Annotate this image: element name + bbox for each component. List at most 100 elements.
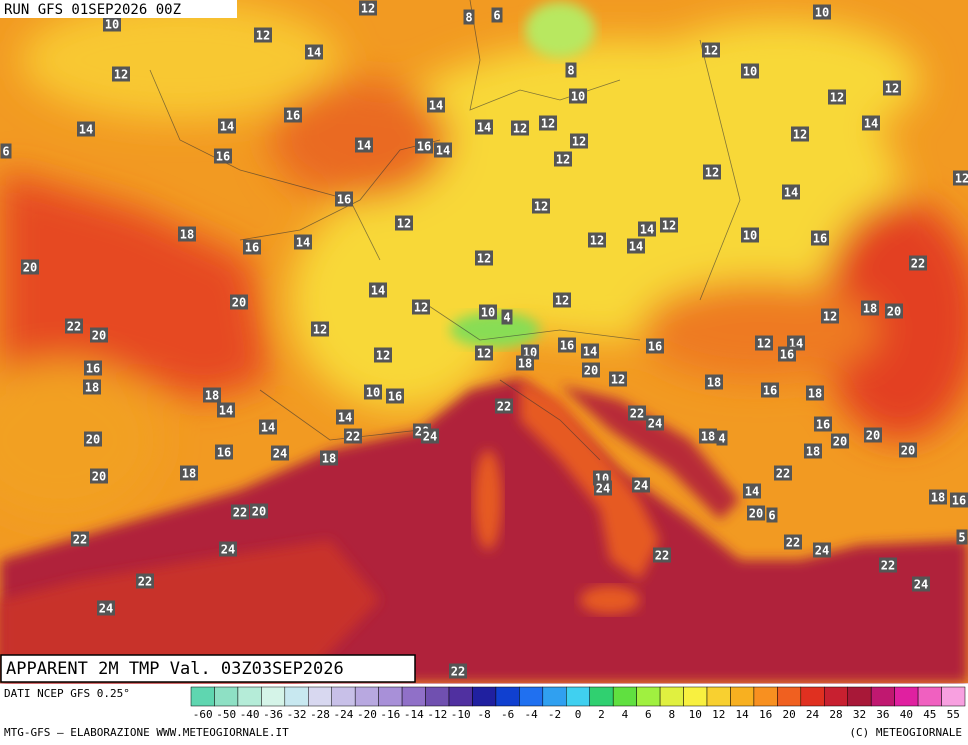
temperature-label: 22 [776,467,790,481]
label-box [594,480,612,496]
temperature-label: 24 [221,543,235,557]
label-box [632,477,650,493]
temperature-label: 18 [518,357,532,371]
temperature-label: 12 [534,200,548,214]
colorbar-label: 6 [645,708,652,721]
colorbar-swatch [589,686,614,707]
label-box [230,294,248,310]
colorbar-label: 24 [806,708,820,721]
colorbar-label: 36 [876,708,889,721]
label-box [814,416,832,432]
temperature-label: 18 [180,228,194,242]
temperature-label: 12 [313,323,327,337]
colorbar-swatch [331,686,356,707]
source-label: DATI NCEP GFS 0.25° [4,687,130,700]
colorbar-swatch [683,686,708,707]
label-box [929,489,947,505]
temperature-label: 22 [451,665,465,679]
label-box [434,142,452,158]
label-box [0,143,12,159]
label-box [570,133,588,149]
label-box [369,282,387,298]
label-box [463,9,475,25]
colorbar-label: -24 [334,708,354,721]
colorbar-swatch [636,686,661,707]
colorbar-label: 16 [759,708,772,721]
temperature-label: 20 [252,505,266,519]
temperature-label: 10 [571,90,585,104]
temperature-label: 14 [371,284,385,298]
colorbar-swatch [448,686,473,707]
colorbar-label: -8 [478,708,491,721]
temperature-label: 12 [361,2,375,16]
temperature-label: 14 [261,421,275,435]
temperature-label: 16 [648,340,662,354]
temperature-label: 12 [704,44,718,58]
label-box [71,531,89,547]
temperature-label: 14 [79,123,93,137]
temperature-label: 22 [138,575,152,589]
temperature-label: 18 [707,376,721,390]
label-box [705,374,723,390]
temperature-label: 16 [86,362,100,376]
label-box [254,27,272,43]
label-box [791,126,809,142]
colorbar-label: -14 [404,708,424,721]
temperature-label: 12 [757,337,771,351]
temperature-label: 22 [73,533,87,547]
temperature-label: 22 [881,559,895,573]
label-box [699,428,717,444]
label-box [956,529,968,545]
colorbar-swatch [730,686,755,707]
label-box [421,428,439,444]
temperature-label: 16 [816,418,830,432]
temperature-label: 22 [346,430,360,444]
temperature-label: 20 [92,470,106,484]
colorbar-label: -36 [263,708,283,721]
label-box [813,4,831,20]
temperature-label: 14 [357,139,371,153]
temperature-label: 12 [793,128,807,142]
label-box [554,151,572,167]
label-box [741,227,759,243]
temperature-label: 16 [216,150,230,164]
label-box [305,44,323,60]
label-box [271,445,289,461]
colorbar-swatch [659,686,684,707]
colorbar-swatch [542,686,567,707]
label-box [784,534,802,550]
label-box [243,239,261,255]
colorbar-swatch [214,686,239,707]
label-box [65,318,83,334]
temperature-label: 18 [182,467,196,481]
temperature-label: 12 [114,68,128,82]
temperature-label: 12 [955,172,968,186]
label-box [218,118,236,134]
temperature-label: 18 [205,389,219,403]
label-box [806,385,824,401]
temperature-label: 12 [376,349,390,363]
label-box [90,468,108,484]
colorbar-swatch [284,686,309,707]
label-box [355,137,373,153]
temperature-label: 6 [493,9,500,23]
label-box [475,345,493,361]
colorbar-label: -6 [501,708,514,721]
label-box [311,321,329,337]
temperature-label: 18 [85,381,99,395]
temperature-label: 24 [273,447,287,461]
label-box [259,419,277,435]
colorbar-swatch [519,686,544,707]
label-box [864,427,882,443]
temperature-label: 12 [823,310,837,324]
temperature-label: 10 [743,229,757,243]
colorbar-swatch [917,686,942,707]
label-box [813,542,831,558]
colorbar-swatch [824,686,848,707]
label-box [203,387,221,403]
label-box [628,405,646,421]
label-box [811,230,829,246]
label-box [215,444,233,460]
label-box [539,115,557,131]
label-box [90,327,108,343]
